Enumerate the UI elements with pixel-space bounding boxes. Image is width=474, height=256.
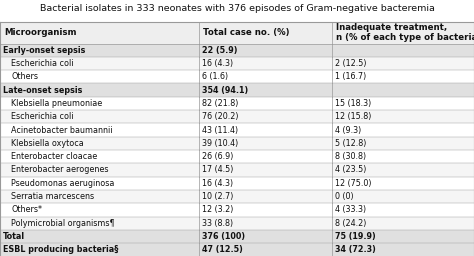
Text: 76 (20.2): 76 (20.2) xyxy=(202,112,238,121)
Text: Others: Others xyxy=(11,72,38,81)
Text: Bacterial isolates in 333 neonates with 376 episodes of Gram-negative bacteremia: Bacterial isolates in 333 neonates with … xyxy=(39,4,435,13)
Bar xyxy=(0,44,474,57)
Text: 43 (11.4): 43 (11.4) xyxy=(202,125,238,135)
Text: 17 (4.5): 17 (4.5) xyxy=(202,165,233,175)
Text: 34 (72.3): 34 (72.3) xyxy=(335,245,375,254)
Text: Enterobacter cloacae: Enterobacter cloacae xyxy=(11,152,98,161)
Text: Late-onset sepsis: Late-onset sepsis xyxy=(3,86,82,95)
Text: 4 (33.3): 4 (33.3) xyxy=(335,205,366,215)
Text: 15 (18.3): 15 (18.3) xyxy=(335,99,371,108)
Bar xyxy=(0,177,474,190)
Text: 5 (12.8): 5 (12.8) xyxy=(335,139,366,148)
Bar xyxy=(0,83,474,97)
Bar xyxy=(0,57,474,70)
Text: 354 (94.1): 354 (94.1) xyxy=(202,86,248,95)
Text: Total case no. (%): Total case no. (%) xyxy=(203,28,289,37)
Text: Escherichia coli: Escherichia coli xyxy=(11,112,74,121)
Bar xyxy=(0,190,474,203)
Bar xyxy=(0,137,474,150)
Text: Early-onset sepsis: Early-onset sepsis xyxy=(3,46,85,55)
Text: Others*: Others* xyxy=(11,205,42,215)
Bar xyxy=(0,217,474,230)
Text: Polymicrobial organisms¶: Polymicrobial organisms¶ xyxy=(11,219,115,228)
Text: 39 (10.4): 39 (10.4) xyxy=(202,139,238,148)
Bar xyxy=(0,70,474,83)
Text: Pseudomonas aeruginosa: Pseudomonas aeruginosa xyxy=(11,179,115,188)
Text: 1 (16.7): 1 (16.7) xyxy=(335,72,366,81)
Bar xyxy=(0,22,474,44)
Text: 2 (12.5): 2 (12.5) xyxy=(335,59,366,68)
Text: Klebsiella oxytoca: Klebsiella oxytoca xyxy=(11,139,84,148)
Text: 75 (19.9): 75 (19.9) xyxy=(335,232,375,241)
Text: 6 (1.6): 6 (1.6) xyxy=(202,72,228,81)
Bar xyxy=(0,97,474,110)
Text: Inadequate treatment,
n (% of each type of bacteria): Inadequate treatment, n (% of each type … xyxy=(336,23,474,42)
Text: Total: Total xyxy=(3,232,25,241)
Text: 12 (75.0): 12 (75.0) xyxy=(335,179,371,188)
Text: 4 (23.5): 4 (23.5) xyxy=(335,165,366,175)
Bar xyxy=(0,123,474,137)
Text: 376 (100): 376 (100) xyxy=(202,232,245,241)
Text: Microorganism: Microorganism xyxy=(4,28,76,37)
Bar xyxy=(0,243,474,256)
Text: 47 (12.5): 47 (12.5) xyxy=(202,245,243,254)
Text: 12 (15.8): 12 (15.8) xyxy=(335,112,371,121)
Text: Enterobacter aerogenes: Enterobacter aerogenes xyxy=(11,165,109,175)
Bar xyxy=(0,150,474,163)
Text: 16 (4.3): 16 (4.3) xyxy=(202,179,233,188)
Text: Klebsiella pneumoniae: Klebsiella pneumoniae xyxy=(11,99,103,108)
Text: 4 (9.3): 4 (9.3) xyxy=(335,125,361,135)
Text: Serratia marcescens: Serratia marcescens xyxy=(11,192,94,201)
Text: 8 (30.8): 8 (30.8) xyxy=(335,152,366,161)
Bar xyxy=(0,203,474,217)
Text: 22 (5.9): 22 (5.9) xyxy=(202,46,237,55)
Bar xyxy=(0,163,474,177)
Text: Escherichia coli: Escherichia coli xyxy=(11,59,74,68)
Text: 82 (21.8): 82 (21.8) xyxy=(202,99,238,108)
Text: 26 (6.9): 26 (6.9) xyxy=(202,152,233,161)
Text: 0 (0): 0 (0) xyxy=(335,192,353,201)
Text: Acinetobacter baumannii: Acinetobacter baumannii xyxy=(11,125,113,135)
Text: 33 (8.8): 33 (8.8) xyxy=(202,219,233,228)
Bar xyxy=(0,230,474,243)
Text: 8 (24.2): 8 (24.2) xyxy=(335,219,366,228)
Text: 10 (2.7): 10 (2.7) xyxy=(202,192,233,201)
Bar xyxy=(0,110,474,123)
Text: 16 (4.3): 16 (4.3) xyxy=(202,59,233,68)
Text: 12 (3.2): 12 (3.2) xyxy=(202,205,233,215)
Text: ESBL producing bacteria§: ESBL producing bacteria§ xyxy=(3,245,118,254)
